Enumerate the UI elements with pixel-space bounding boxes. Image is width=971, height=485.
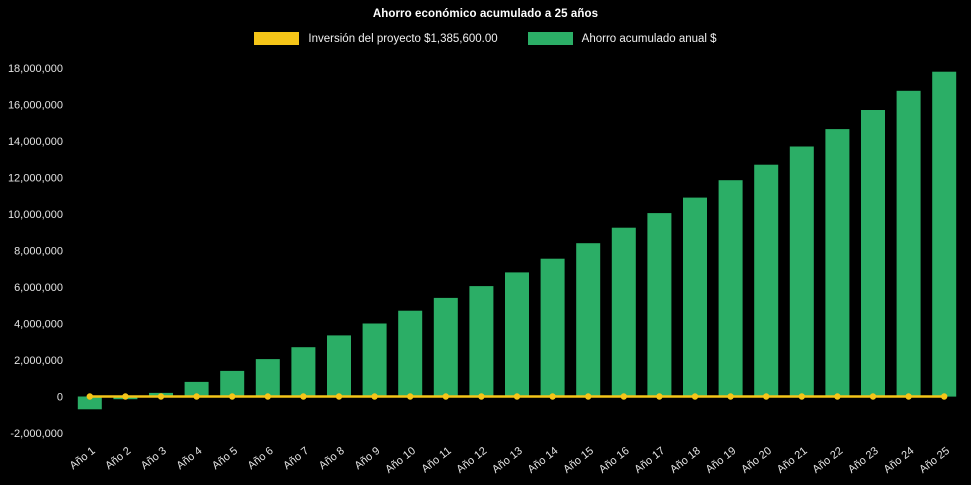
investment-line-point bbox=[407, 393, 414, 400]
bar-año-23 bbox=[861, 110, 885, 397]
investment-line-point bbox=[86, 393, 94, 400]
x-tick-label: Año 20 bbox=[739, 445, 774, 476]
x-tick-label: Año 10 bbox=[383, 445, 418, 476]
x-tick-label: Año 12 bbox=[454, 445, 489, 476]
investment-line-point bbox=[335, 393, 343, 400]
investment-line-point bbox=[585, 393, 592, 400]
y-tick-label: 6,000,000 bbox=[14, 282, 63, 294]
investment-line-point bbox=[157, 393, 165, 400]
y-tick-label: 12,000,000 bbox=[8, 173, 63, 185]
x-tick-label: Año 21 bbox=[775, 445, 810, 476]
bar-año-20 bbox=[754, 164, 779, 397]
bar-año-22 bbox=[825, 129, 850, 397]
bar-año-6 bbox=[255, 359, 280, 397]
x-tick-label: Año 9 bbox=[352, 445, 382, 472]
y-tick-label: 8,000,000 bbox=[14, 246, 63, 258]
bar-año-5 bbox=[220, 370, 245, 397]
y-tick-label: 0 bbox=[57, 392, 63, 404]
bar-año-4 bbox=[184, 381, 209, 397]
x-tick-label: Año 19 bbox=[704, 445, 739, 476]
x-tick-label: Año 24 bbox=[882, 445, 917, 476]
x-tick-label: Año 8 bbox=[317, 445, 347, 472]
investment-line-point bbox=[300, 393, 307, 400]
legend-item-ahorro[interactable]: Ahorro acumulado anual $ bbox=[527, 32, 717, 45]
investment-line-point bbox=[656, 393, 663, 400]
y-tick-label: 14,000,000 bbox=[8, 136, 63, 148]
x-tick-label: Año 17 bbox=[632, 445, 667, 476]
bar-año-1 bbox=[77, 396, 102, 410]
bar-año-11 bbox=[433, 297, 458, 397]
bar-año-15 bbox=[576, 243, 601, 397]
x-tick-label: Año 3 bbox=[139, 445, 169, 472]
x-tick-label: Año 25 bbox=[917, 445, 952, 476]
investment-line-point bbox=[371, 393, 378, 400]
bar-año-21 bbox=[789, 146, 814, 397]
x-tick-label: Año 4 bbox=[174, 445, 204, 472]
x-tick-label: Año 7 bbox=[281, 445, 311, 472]
investment-line-point bbox=[122, 393, 129, 400]
investment-line-point bbox=[513, 393, 521, 400]
x-tick-label: Año 16 bbox=[597, 445, 632, 476]
x-tick-label: Año 23 bbox=[846, 445, 881, 476]
bar-año-8 bbox=[327, 335, 351, 397]
investment-line-point bbox=[549, 393, 556, 400]
investment-line-point bbox=[264, 393, 271, 400]
investment-line-point bbox=[229, 393, 236, 400]
chart-title: Ahorro económico acumulado a 25 años bbox=[372, 8, 599, 20]
bar-año-14 bbox=[540, 258, 565, 397]
bar-año-12 bbox=[469, 286, 494, 397]
y-tick-label: -2,000,000 bbox=[10, 428, 63, 440]
bar-año-24 bbox=[896, 90, 921, 397]
investment-line-point bbox=[798, 393, 805, 400]
legend-label-ahorro: Ahorro acumulado anual $ bbox=[581, 32, 717, 45]
x-tick-label: Año 18 bbox=[668, 445, 703, 476]
legend-label-inversion: Inversión del proyecto $1,385,600.00 bbox=[308, 32, 498, 45]
x-tick-label: Año 15 bbox=[561, 445, 596, 476]
bar-año-17 bbox=[647, 213, 672, 397]
investment-line-point bbox=[478, 393, 485, 400]
x-tick-label: Año 5 bbox=[210, 445, 240, 472]
bar-año-16 bbox=[611, 227, 636, 397]
x-tick-label: Año 1 bbox=[68, 445, 98, 472]
bar-año-13 bbox=[505, 272, 529, 397]
bar-año-9 bbox=[362, 323, 387, 397]
investment-line-point bbox=[727, 393, 734, 400]
y-tick-label: 4,000,000 bbox=[14, 319, 63, 331]
bar-año-19 bbox=[718, 180, 743, 397]
y-tick-label: 18,000,000 bbox=[8, 63, 63, 75]
x-tick-label: Año 22 bbox=[810, 445, 845, 476]
bar-año-10 bbox=[398, 310, 423, 397]
y-tick-label: 10,000,000 bbox=[8, 209, 63, 221]
x-tick-label: Año 11 bbox=[419, 445, 453, 475]
bar-año-7 bbox=[291, 347, 316, 397]
bar-año-18 bbox=[683, 197, 707, 397]
investment-line-point bbox=[941, 393, 948, 400]
investment-line-point bbox=[691, 393, 699, 400]
legend-swatch-green bbox=[527, 32, 573, 45]
legend-swatch-yellow bbox=[254, 32, 300, 45]
chart-legend: Inversión del proyecto $1,385,600.00 Aho… bbox=[0, 32, 971, 45]
investment-line-point bbox=[763, 393, 770, 400]
investment-line-point bbox=[869, 393, 877, 400]
x-tick-label: Año 6 bbox=[246, 445, 276, 472]
investment-line-point bbox=[620, 393, 627, 400]
y-tick-label: 2,000,000 bbox=[14, 355, 63, 367]
investment-line-point bbox=[834, 393, 841, 400]
legend-item-inversion[interactable]: Inversión del proyecto $1,385,600.00 bbox=[254, 32, 498, 45]
investment-line-point bbox=[442, 393, 449, 400]
bar-año-25 bbox=[932, 71, 957, 397]
x-tick-label: Año 2 bbox=[103, 445, 133, 472]
x-tick-label: Año 14 bbox=[526, 445, 561, 476]
x-tick-label: Año 13 bbox=[490, 445, 525, 476]
y-tick-label: 16,000,000 bbox=[8, 100, 63, 112]
investment-line-point bbox=[905, 393, 912, 400]
investment-line-point bbox=[193, 393, 200, 400]
